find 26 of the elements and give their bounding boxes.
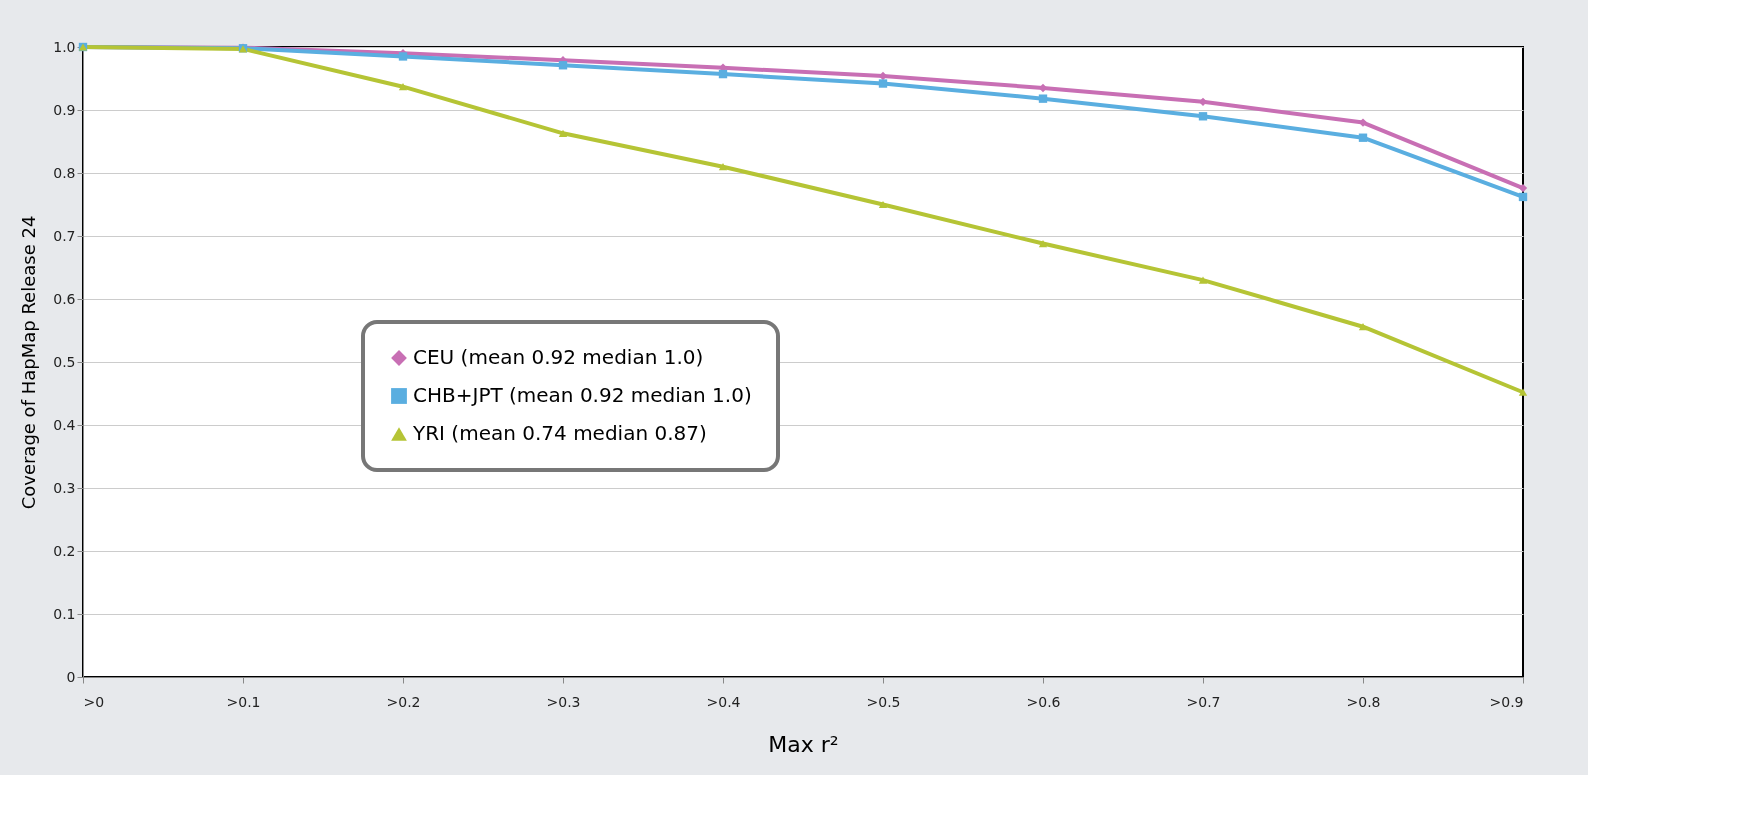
y-tick-label: 0.7 xyxy=(53,227,76,244)
x-axis-title: Max r² xyxy=(768,731,839,757)
legend-label: CHB+JPT (mean 0.92 median 1.0) xyxy=(413,383,752,407)
x-tick-label: >0.1 xyxy=(226,693,261,710)
y-tick-label: 0.5 xyxy=(53,353,76,370)
y-tick-label: 0.4 xyxy=(53,416,76,433)
x-tick-label: >0.8 xyxy=(1346,693,1381,710)
x-tick-label: >0.7 xyxy=(1186,693,1221,710)
x-tick-label: >0.6 xyxy=(1026,693,1061,710)
legend-label: CEU (mean 0.92 median 1.0) xyxy=(413,345,704,369)
x-tick-label: >0.5 xyxy=(866,693,901,710)
y-tick-label: 0.1 xyxy=(53,605,76,622)
y-tick-label: 0.6 xyxy=(53,290,76,307)
x-tick-label: >0.2 xyxy=(386,693,421,710)
legend-label: YRI (mean 0.74 median 0.87) xyxy=(412,421,707,445)
x-tick-label: >0.4 xyxy=(706,693,741,710)
y-tick-label: 0.9 xyxy=(53,101,76,118)
y-tick-label: 1.0 xyxy=(53,38,76,55)
y-axis-title: Coverage of HapMap Release 24 xyxy=(18,215,40,510)
x-tick-label: >0 xyxy=(83,693,105,710)
y-tick-label: 0.2 xyxy=(53,542,76,559)
y-tick-label: 0.3 xyxy=(53,479,76,496)
x-tick-label: >0.9 xyxy=(1489,693,1524,710)
x-tick-label: >0.3 xyxy=(546,693,581,710)
y-tick-label: 0.8 xyxy=(53,164,76,181)
y-tick-label: 0 xyxy=(66,668,76,685)
